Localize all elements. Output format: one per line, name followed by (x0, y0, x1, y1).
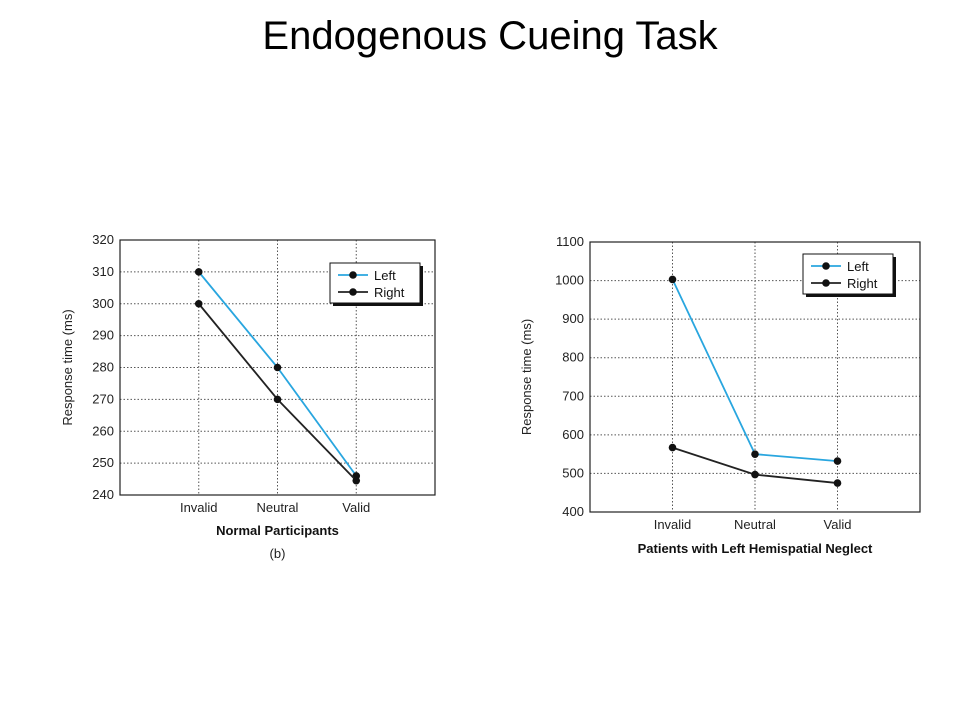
x-tick-label: Neutral (257, 500, 299, 515)
data-point-left (668, 275, 677, 284)
legend-box (802, 253, 894, 295)
data-point-right (352, 476, 361, 485)
y-tick-label: 500 (562, 465, 584, 480)
data-point-left (833, 457, 842, 465)
y-tick-label: 400 (562, 504, 584, 519)
x-tick-label: Valid (824, 517, 852, 532)
y-tick-label: 1000 (555, 273, 584, 288)
data-point-left (273, 363, 282, 372)
y-tick-label: 320 (92, 232, 114, 247)
legend-marker-right (822, 279, 830, 287)
x-tick-label: Invalid (180, 500, 218, 515)
legend-marker-left (349, 271, 357, 279)
y-tick-label: 310 (92, 264, 114, 279)
legend-label-right: Right (847, 276, 878, 291)
x-tick-label: Neutral (734, 517, 776, 532)
y-tick-label: 260 (92, 423, 114, 438)
legend-marker-right (349, 288, 357, 296)
x-tick-label: Invalid (654, 517, 692, 532)
data-point-right (751, 470, 759, 479)
plot-frame (589, 241, 921, 513)
x-axis-label: Patients with Left Hemispatial Neglect (638, 541, 873, 556)
legend-label-left: Left (847, 259, 869, 274)
y-tick-label: 240 (92, 487, 114, 502)
series-line-left (671, 279, 838, 462)
y-tick-label: 800 (562, 350, 584, 365)
x-axis-label: Normal Participants (216, 523, 339, 538)
legend-marker-left (822, 262, 830, 270)
y-axis-label: Response time (ms) (519, 319, 534, 435)
x-tick-label: Valid (342, 500, 370, 515)
data-point-right (194, 299, 203, 308)
data-point-left (194, 268, 203, 276)
y-tick-label: 250 (92, 455, 114, 470)
y-axis-label: Response time (ms) (60, 309, 75, 425)
slide-title: Endogenous Cueing Task (262, 14, 718, 58)
chart-normal-participants: 240 250 260 270 280 290 300 310 320 Invalid Neutra… (60, 232, 436, 561)
subcaption: (b) (270, 546, 286, 561)
y-tick-label: 290 (92, 328, 114, 343)
legend-box (329, 262, 421, 304)
data-point-right (833, 479, 842, 487)
legend-label-right: Right (374, 285, 405, 300)
y-tick-label: 900 (562, 311, 584, 326)
y-tick-label: 270 (92, 391, 114, 406)
plot-frame (119, 239, 436, 496)
data-point-right (273, 395, 282, 404)
y-tick-label: 600 (562, 427, 584, 442)
data-point-right (668, 443, 677, 452)
y-tick-label: 700 (562, 388, 584, 403)
y-tick-label: 1100 (556, 234, 584, 249)
y-tick-label: 280 (92, 360, 114, 375)
legend-label-left: Left (374, 268, 396, 283)
data-point-left (751, 450, 759, 458)
y-tick-label: 300 (92, 296, 114, 311)
chart-left-hemispatial-neglect: 400 500 600 700 800 900 1000 1100 Invalid Neutral… (519, 234, 921, 556)
